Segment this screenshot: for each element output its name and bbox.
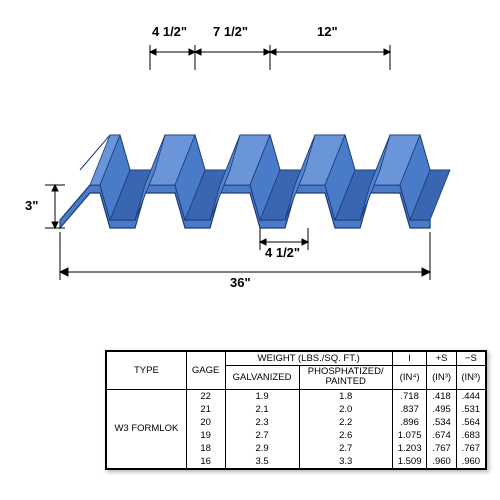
cell: .674 bbox=[427, 429, 456, 442]
dim-top-mid: 7 1/2" bbox=[213, 24, 248, 39]
deck-diagram: 4 1/2" 7 1/2" 12" 3" 4 1/2" 36" bbox=[10, 10, 490, 310]
table-row: W3 FORMLOK221.91.8.718.418.444 bbox=[107, 389, 486, 403]
cell: 2.1 bbox=[225, 403, 299, 416]
cell: 1.509 bbox=[392, 455, 427, 469]
cell: 3.3 bbox=[299, 455, 392, 469]
spec-table: TYPE GAGE WEIGHT (LBS./SQ. FT.) I +S −S … bbox=[105, 350, 487, 470]
cell: 2.0 bbox=[299, 403, 392, 416]
cell: 2.7 bbox=[225, 429, 299, 442]
cell: 16 bbox=[186, 455, 225, 469]
cell: 2.6 bbox=[299, 429, 392, 442]
spec-table-grid: TYPE GAGE WEIGHT (LBS./SQ. FT.) I +S −S … bbox=[106, 351, 486, 469]
dim-bottom-flange: 4 1/2" bbox=[265, 245, 300, 260]
cell: 1.8 bbox=[299, 389, 392, 403]
dim-total-width: 36" bbox=[230, 275, 251, 290]
cell: .896 bbox=[392, 416, 427, 429]
cell: .564 bbox=[456, 416, 485, 429]
dim-top-left: 4 1/2" bbox=[152, 24, 187, 39]
cell: .534 bbox=[427, 416, 456, 429]
col-minusS: −S bbox=[456, 352, 485, 366]
cell: .767 bbox=[427, 442, 456, 455]
cell: .531 bbox=[456, 403, 485, 416]
cell: .960 bbox=[427, 455, 456, 469]
col-gage: GAGE bbox=[186, 352, 225, 390]
deck-svg bbox=[10, 10, 490, 310]
dim-top-right: 12" bbox=[317, 24, 338, 39]
cell: 2.7 bbox=[299, 442, 392, 455]
col-type: TYPE bbox=[107, 352, 187, 390]
cell: .495 bbox=[427, 403, 456, 416]
col-mS-unit: (IN³) bbox=[456, 366, 485, 390]
cell: 1.075 bbox=[392, 429, 427, 442]
cell: .444 bbox=[456, 389, 485, 403]
col-I-unit: (IN⁴) bbox=[392, 366, 427, 390]
col-I: I bbox=[392, 352, 427, 366]
col-galv: GALVANIZED bbox=[225, 366, 299, 390]
col-phos: PHOSPHATIZED/PAINTED bbox=[299, 366, 392, 390]
col-weight-group: WEIGHT (LBS./SQ. FT.) bbox=[225, 352, 392, 366]
type-cell: W3 FORMLOK bbox=[107, 389, 187, 468]
cell: .683 bbox=[456, 429, 485, 442]
cell: .767 bbox=[456, 442, 485, 455]
cell: 3.5 bbox=[225, 455, 299, 469]
cell: 1.203 bbox=[392, 442, 427, 455]
cell: 1.9 bbox=[225, 389, 299, 403]
cell: .418 bbox=[427, 389, 456, 403]
cell: .718 bbox=[392, 389, 427, 403]
dim-height: 3" bbox=[25, 198, 38, 213]
cell: 2.2 bbox=[299, 416, 392, 429]
col-pS-unit: (IN³) bbox=[427, 366, 456, 390]
col-plusS: +S bbox=[427, 352, 456, 366]
cell: 2.9 bbox=[225, 442, 299, 455]
cell: .960 bbox=[456, 455, 485, 469]
cell: 2.3 bbox=[225, 416, 299, 429]
cell: 22 bbox=[186, 389, 225, 403]
cell: 18 bbox=[186, 442, 225, 455]
cell: 20 bbox=[186, 416, 225, 429]
cell: .837 bbox=[392, 403, 427, 416]
cell: 19 bbox=[186, 429, 225, 442]
cell: 21 bbox=[186, 403, 225, 416]
